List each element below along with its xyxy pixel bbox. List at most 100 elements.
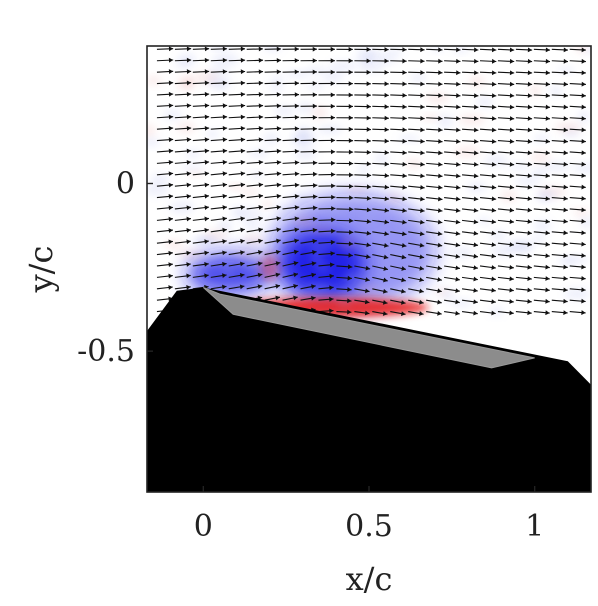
velocity-arrow <box>426 162 443 167</box>
velocity-arrow <box>156 46 174 52</box>
velocity-arrow <box>533 253 550 259</box>
noise-speckle <box>509 162 529 171</box>
velocity-arrow <box>228 57 246 63</box>
velocity-arrow <box>246 238 263 244</box>
noise-speckle <box>397 219 418 227</box>
velocity-arrow <box>318 206 336 211</box>
velocity-arrow <box>192 216 209 222</box>
velocity-arrow <box>479 127 497 133</box>
velocity-arrow <box>462 150 479 156</box>
velocity-arrow <box>390 173 407 179</box>
velocity-arrow <box>156 250 173 256</box>
velocity-arrow <box>408 115 425 121</box>
velocity-arrow <box>479 150 497 156</box>
velocity-arrow <box>462 58 479 64</box>
noise-speckle <box>357 163 370 175</box>
velocity-arrow <box>174 284 191 290</box>
velocity-arrow <box>282 283 298 290</box>
velocity-arrow <box>210 193 228 199</box>
velocity-arrow <box>390 299 406 305</box>
velocity-arrow <box>372 161 389 167</box>
noise-speckle <box>147 124 157 137</box>
velocity-arrow <box>354 104 371 109</box>
noise-speckle <box>177 249 205 260</box>
velocity-arrow <box>426 242 443 248</box>
velocity-arrow <box>354 81 371 87</box>
velocity-arrow <box>444 162 461 167</box>
velocity-arrow <box>533 161 551 167</box>
velocity-arrow <box>479 116 497 121</box>
velocity-arrow <box>156 216 174 222</box>
velocity-arrow <box>426 265 443 271</box>
velocity-arrow <box>318 103 336 109</box>
noise-speckle <box>577 110 591 123</box>
velocity-arrow <box>210 182 228 188</box>
velocity-arrow <box>174 250 191 256</box>
velocity-arrow <box>479 287 496 293</box>
velocity-arrow <box>533 196 550 201</box>
velocity-arrow <box>246 92 264 97</box>
velocity-arrow <box>497 219 515 225</box>
velocity-arrow <box>551 93 568 99</box>
velocity-arrow <box>174 125 192 131</box>
velocity-arrow <box>372 138 389 144</box>
noise-speckle <box>425 92 451 104</box>
velocity-arrow <box>533 58 551 64</box>
velocity-arrow <box>569 104 586 110</box>
noise-speckle <box>248 149 269 158</box>
velocity-arrow <box>408 196 425 202</box>
velocity-arrow <box>372 265 389 271</box>
velocity-arrow <box>156 205 174 211</box>
velocity-arrow <box>479 173 497 179</box>
velocity-arrow <box>156 57 174 63</box>
velocity-arrow <box>479 207 497 213</box>
velocity-arrow <box>228 193 246 199</box>
velocity-arrow <box>246 57 264 63</box>
noise-speckle <box>410 72 427 83</box>
velocity-arrow <box>354 219 372 224</box>
velocity-arrow <box>246 261 263 267</box>
velocity-arrow <box>156 182 174 188</box>
velocity-arrow <box>390 115 407 121</box>
noise-speckle <box>241 188 259 197</box>
noise-speckle <box>219 264 237 277</box>
velocity-arrow <box>318 251 335 256</box>
velocity-arrow <box>264 193 282 199</box>
velocity-arrow <box>192 125 210 131</box>
velocity-arrow <box>444 265 461 271</box>
velocity-arrow <box>551 218 568 224</box>
velocity-arrow <box>515 93 533 99</box>
noise-speckle <box>449 246 474 259</box>
velocity-arrow <box>336 183 354 189</box>
velocity-arrow <box>444 288 460 293</box>
noise-speckle <box>475 96 494 108</box>
noise-speckle <box>500 190 518 203</box>
velocity-arrow <box>372 288 388 294</box>
velocity-arrow <box>246 159 264 165</box>
velocity-arrow <box>264 69 282 75</box>
velocity-arrow <box>569 127 586 133</box>
velocity-arrow <box>426 104 443 110</box>
velocity-arrow <box>461 207 479 213</box>
velocity-arrow <box>408 208 425 213</box>
velocity-arrow <box>300 115 318 120</box>
noise-speckle <box>437 114 453 129</box>
velocity-arrow <box>390 70 407 75</box>
velocity-arrow <box>569 310 586 315</box>
velocity-arrow <box>390 161 407 167</box>
velocity-arrow <box>426 288 442 294</box>
velocity-arrow <box>282 80 300 86</box>
noise-speckle <box>273 105 295 117</box>
velocity-arrow <box>462 139 479 144</box>
velocity-arrow <box>354 92 371 98</box>
velocity-arrow <box>174 57 192 63</box>
velocity-arrow <box>246 272 263 278</box>
velocity-arrow <box>228 69 246 75</box>
velocity-arrow <box>551 104 568 110</box>
velocity-arrow <box>300 92 318 98</box>
velocity-arrow <box>444 70 461 76</box>
velocity-arrow <box>497 116 515 121</box>
velocity-arrow <box>264 58 282 63</box>
velocity-arrow <box>228 261 245 267</box>
noise-speckle <box>533 134 550 143</box>
